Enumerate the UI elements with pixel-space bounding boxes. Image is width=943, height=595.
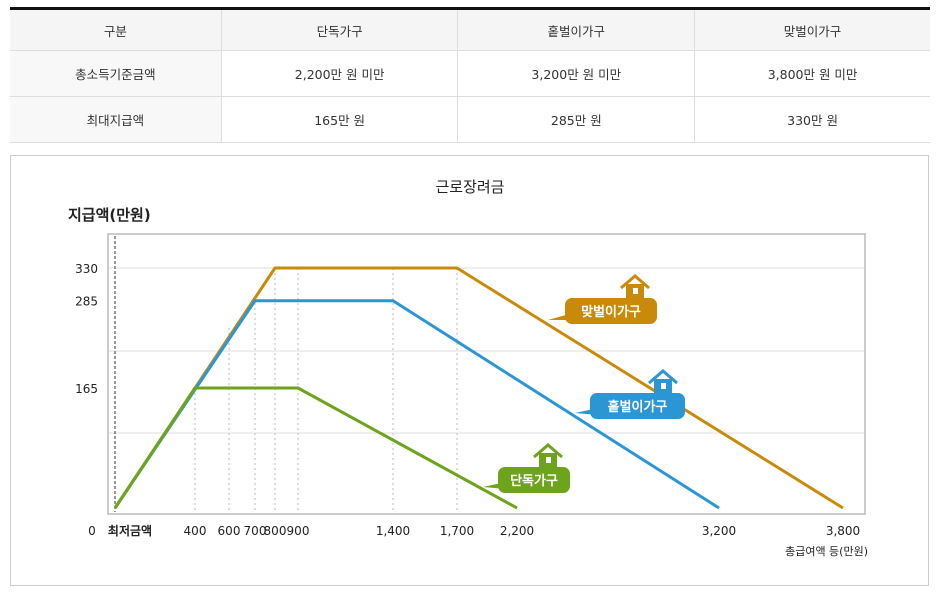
header-cell: 구분 (10, 8, 222, 51)
house-icon (533, 443, 563, 467)
series-line-2 (113, 386, 518, 510)
house-icon (648, 369, 678, 393)
header-cell: 맞벌이가구 (694, 8, 930, 51)
house-roof (620, 274, 650, 290)
x-axis-label: 총급여액 등(만원) (785, 545, 868, 558)
house-icon (620, 274, 650, 298)
table-cell: 3,200만 원 미만 (457, 50, 695, 97)
house-window (633, 288, 638, 294)
x-tick-label: 최저금액 (108, 523, 152, 538)
house-roof (648, 369, 678, 385)
row-label: 최대지급액 (10, 96, 222, 143)
table-cell: 3,800만 원 미만 (694, 50, 930, 97)
table-cell: 2,200만 원 미만 (220, 50, 458, 97)
x-tick-label: 600 (218, 524, 241, 538)
plot-area (107, 233, 866, 515)
header-cell: 단독가구 (220, 8, 458, 51)
x-tick-label: 3,800 (826, 524, 860, 538)
x-tick-label: 3,200 (702, 524, 736, 538)
y-tick-label: 0 (88, 524, 96, 538)
eitc-table: 구분 단독가구 홑벌이가구 맞벌이가구 총소득기준금액 2,200만 원 미만 … (10, 7, 930, 143)
label-pill (590, 393, 685, 419)
x-tick-label: 800 (264, 524, 287, 538)
label-pill (498, 467, 570, 493)
y-tick-label: 330 (75, 262, 98, 276)
series-label-text: 단독가구 (510, 473, 558, 489)
x-tick-label: 1,700 (440, 524, 474, 538)
chart-container (10, 155, 929, 586)
y-tick-label: 285 (75, 295, 98, 309)
header-cell: 홑벌이가구 (457, 8, 695, 51)
row-label: 총소득기준금액 (10, 50, 222, 97)
house-window (546, 457, 551, 463)
table-header-row: 구분 단독가구 홑벌이가구 맞벌이가구 (10, 8, 930, 51)
series-label-0: 맞벌이가구 (548, 274, 657, 324)
x-tick-label: 700 (244, 524, 267, 538)
x-tick-label: 900 (287, 524, 310, 538)
table-row: 최대지급액 165만 원 285만 원 330만 원 (10, 96, 930, 143)
series-label-text: 홑벌이가구 (608, 399, 668, 415)
y-tick-label: 165 (75, 382, 98, 396)
x-tick-label: 400 (184, 524, 207, 538)
table-cell: 285만 원 (457, 96, 695, 143)
table-row: 총소득기준금액 2,200만 원 미만 3,200만 원 미만 3,800만 원… (10, 50, 930, 97)
series-label-1: 홑벌이가구 (575, 369, 685, 419)
table-cell: 330만 원 (694, 96, 930, 143)
x-tick-label: 1,400 (376, 524, 410, 538)
series-label-2: 단독가구 (483, 443, 570, 493)
house-roof (533, 443, 563, 459)
table-cell: 165만 원 (220, 96, 458, 143)
chart-title: 근로장려금 (435, 178, 504, 196)
house-window (661, 383, 666, 389)
y-axis-label: 지급액(만원) (68, 206, 151, 224)
label-pill (565, 298, 657, 324)
x-tick-label: 2,200 (500, 524, 534, 538)
series-label-text: 맞벌이가구 (581, 304, 641, 320)
